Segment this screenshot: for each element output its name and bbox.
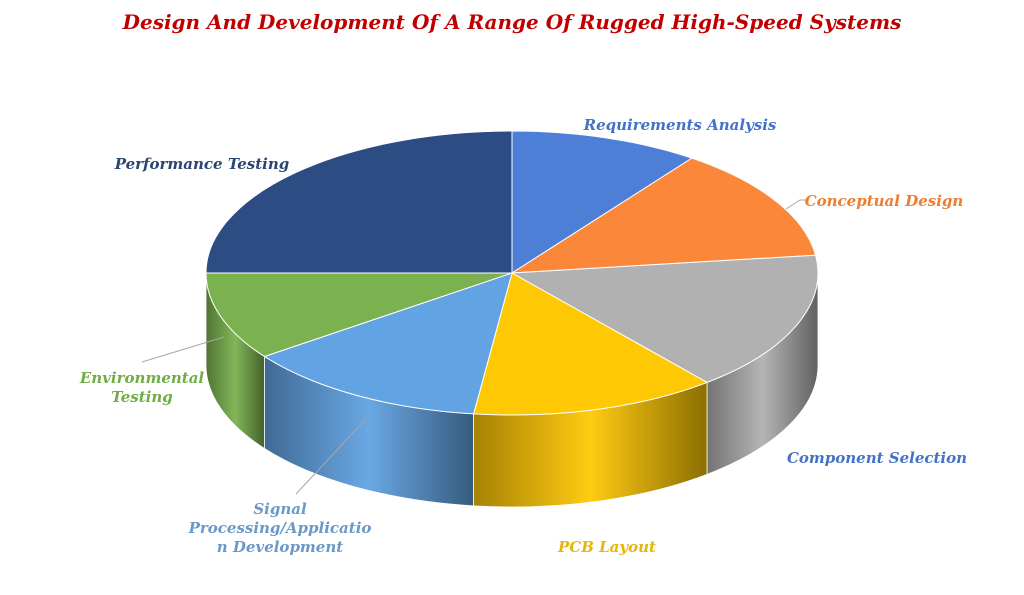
slice-labels: Requirements Analysis Conceptual Design Co… <box>79 116 967 556</box>
chart-title: Design And Development Of A Range Of Rug… <box>122 10 902 34</box>
leader-line-conceptual-design <box>785 199 806 210</box>
label-signal-processing-application-development: Signal Processing/Applicatio n Development <box>188 500 372 556</box>
label-pcb-layout: PCB Layout <box>557 538 656 556</box>
pie-slice-pcb-layout <box>473 272 708 416</box>
pie-slice-environmental-testing <box>205 272 513 357</box>
label-conceptual-design: Conceptual Design <box>805 192 964 210</box>
label-requirements-analysis: Requirements Analysis <box>583 116 777 134</box>
pie-slice-performance-testing <box>205 130 513 274</box>
label-environmental-testing: Environmental Testing <box>79 369 205 406</box>
pie-slice-requirements-analysis <box>511 130 693 274</box>
label-performance-testing: Performance Testing <box>114 155 290 173</box>
pie-slice-conceptual-design <box>511 157 817 274</box>
pie-slice-component-selection <box>511 254 819 383</box>
pie-slice-signal-processing-application-development <box>263 272 513 415</box>
pie-top-slices <box>205 130 819 416</box>
leader-line-signal-processing-application-development <box>295 419 366 495</box>
label-component-selection: Component Selection <box>787 449 967 467</box>
leader-line-environmental-testing <box>141 336 225 363</box>
label-leader-lines <box>141 199 806 495</box>
